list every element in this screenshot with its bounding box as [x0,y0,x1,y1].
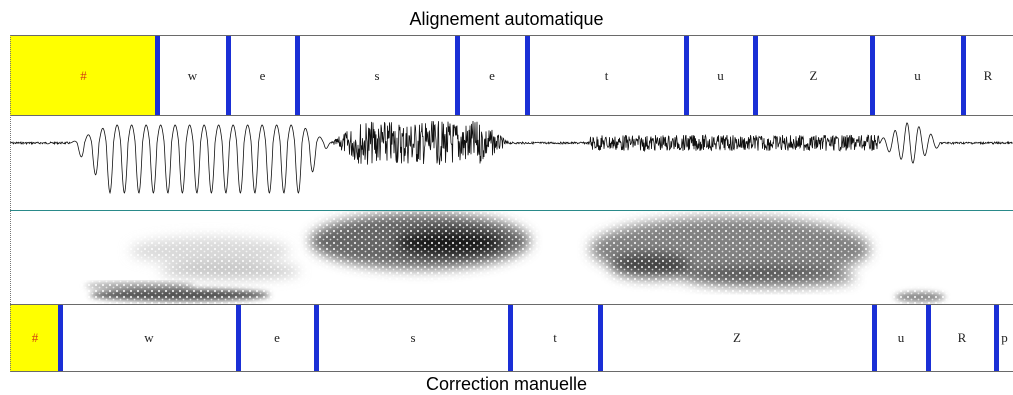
spectrogram-panel[interactable] [10,211,1013,304]
segment-manual_tier-4[interactable]: t [553,330,557,345]
segment-auto_tier-1[interactable]: w [187,67,198,83]
segment-manual_tier-1[interactable]: w [144,330,154,345]
boundary-manual_tier-5[interactable] [872,305,877,371]
boundary-auto_tier-0[interactable] [155,36,160,115]
bottom-title: Correction manuelle [425,374,588,394]
segment-manual_tier-7[interactable]: R [957,330,967,345]
boundary-manual_tier-6[interactable] [926,305,931,371]
segment-manual_tier-5[interactable]: Z [733,330,741,345]
spectrogram [10,211,1013,304]
boundary-manual_tier-2[interactable] [314,305,319,371]
boundary-manual_tier-0[interactable] [58,305,63,371]
boundary-manual_tier-3[interactable] [508,305,513,371]
boundary-auto_tier-5[interactable] [684,36,689,115]
segment-auto_tier-0[interactable]: # [10,36,157,115]
boundary-auto_tier-6[interactable] [753,36,758,115]
segment-auto_tier-5[interactable]: t [604,67,609,83]
segment-auto_tier-9[interactable]: R [983,67,993,83]
boundary-manual_tier-4[interactable] [598,305,603,371]
waveform-panel[interactable] [10,116,1013,211]
segment-manual_tier-0[interactable]: # [10,305,60,371]
segment-auto_tier-8[interactable]: u [914,67,921,83]
segment-auto_tier-6[interactable]: u [717,67,724,83]
top-title: Alignement automatique [409,9,604,29]
segment-auto_tier-4[interactable]: e [489,67,495,83]
segment-manual_tier-8[interactable]: p [1001,330,1008,345]
time-cursor [10,35,12,372]
segment-manual_tier-6[interactable]: u [897,330,905,345]
segment-manual_tier-2[interactable]: e [274,330,280,345]
boundary-auto_tier-1[interactable] [226,36,231,115]
boundary-auto_tier-3[interactable] [455,36,460,115]
waveform [10,120,1013,195]
segment-auto_tier-2[interactable]: e [259,67,266,83]
segment-auto_tier-7[interactable]: Z [809,67,818,83]
boundary-auto_tier-7[interactable] [870,36,875,115]
boundary-manual_tier-7[interactable] [994,305,999,371]
segment-auto_tier-3[interactable]: s [374,67,380,83]
segment-manual_tier-3[interactable]: s [410,330,416,345]
boundary-manual_tier-1[interactable] [236,305,241,371]
boundary-auto_tier-8[interactable] [961,36,966,115]
boundary-auto_tier-2[interactable] [295,36,300,115]
boundary-auto_tier-4[interactable] [525,36,530,115]
waveform-trace [10,120,1013,195]
